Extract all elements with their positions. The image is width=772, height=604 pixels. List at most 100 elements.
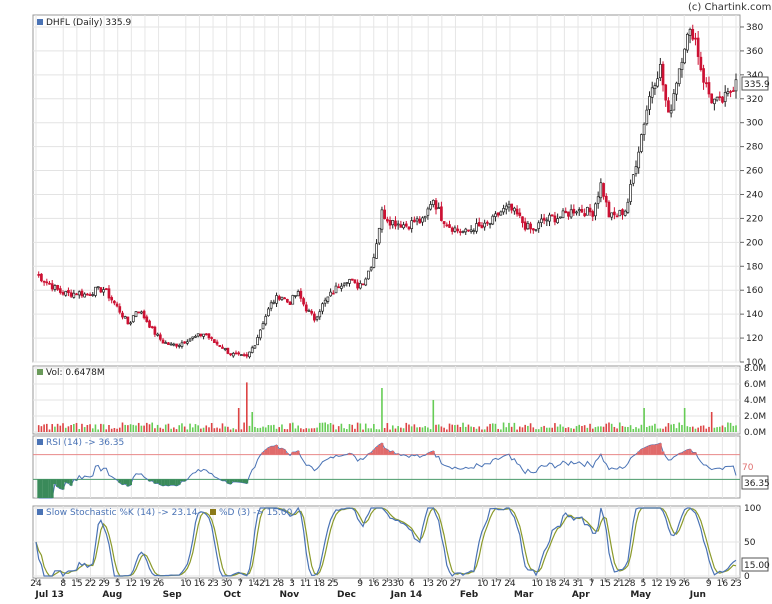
candle-body xyxy=(77,291,81,296)
candle-body xyxy=(531,228,535,231)
candle-body xyxy=(734,79,738,92)
candle-body xyxy=(731,90,735,92)
x-tick-label: 16 xyxy=(194,579,206,589)
candle-body xyxy=(61,292,65,295)
credit-text[interactable]: (c) Chartink.com xyxy=(688,2,771,13)
volume-bar xyxy=(289,423,291,432)
volume-bar xyxy=(489,423,491,432)
candle-body xyxy=(502,208,505,213)
candle-body xyxy=(631,174,635,184)
volume-bar xyxy=(275,428,278,432)
volume-bar xyxy=(608,422,610,432)
volume-bar xyxy=(132,424,135,432)
price-tick-label: 200 xyxy=(746,238,763,248)
volume-bar xyxy=(394,428,397,432)
volume-bar xyxy=(362,429,364,432)
volume-bar xyxy=(216,427,218,432)
candle-body xyxy=(180,342,184,347)
volume-bar xyxy=(521,427,524,432)
volume-bar xyxy=(459,427,462,432)
candle-body xyxy=(53,285,57,290)
vol-tick-label: 4.0M xyxy=(744,396,766,406)
volume-bar xyxy=(689,426,691,432)
volume-bar xyxy=(543,425,545,432)
vol-tick-label: 2.0M xyxy=(744,412,766,422)
candle-body xyxy=(467,229,470,232)
candle-body xyxy=(67,290,70,293)
candle-body xyxy=(199,333,203,337)
rsi-line xyxy=(38,442,737,499)
volume-bar xyxy=(637,428,640,432)
volume-bar xyxy=(121,422,124,432)
volume-bar xyxy=(662,428,664,432)
candle-body xyxy=(242,354,246,356)
volume-bar xyxy=(597,426,599,432)
candle-body xyxy=(277,296,281,300)
candle-body xyxy=(386,219,389,222)
candle-body xyxy=(267,308,270,317)
volume-bar xyxy=(505,427,508,432)
volume-bar xyxy=(359,423,362,432)
candle-body xyxy=(91,294,95,296)
volume-bar xyxy=(324,422,326,432)
volume-bar xyxy=(708,426,710,432)
candle-body xyxy=(188,338,192,342)
volume-bar xyxy=(643,408,645,432)
volume-bar xyxy=(602,426,605,432)
volume-bar xyxy=(316,427,318,432)
volume-bar xyxy=(702,425,705,432)
volume-bar xyxy=(673,423,675,432)
volume-bar xyxy=(78,428,81,432)
month-label: Oct xyxy=(223,590,241,600)
volume-bar xyxy=(67,426,70,432)
candle-body xyxy=(458,231,462,233)
candle-body xyxy=(110,297,114,301)
candle-body xyxy=(361,283,365,286)
stoch-d-label: %D (3) -> 15.00 xyxy=(219,508,293,518)
candle-body xyxy=(315,316,319,320)
volume-bar xyxy=(464,426,467,432)
volume-bar xyxy=(100,423,102,432)
candle-body xyxy=(48,282,51,285)
volume-bar xyxy=(200,428,202,432)
candle-body xyxy=(596,196,600,204)
x-tick-label: 21 xyxy=(613,579,624,589)
candle-body xyxy=(40,273,43,282)
candle-body xyxy=(118,306,122,313)
volume-bar xyxy=(218,428,221,432)
volume-bar xyxy=(675,428,678,432)
candle-body xyxy=(348,279,351,284)
volume-bar xyxy=(383,427,386,432)
volume-bar xyxy=(102,424,105,432)
candle-body xyxy=(715,96,719,101)
candle-body xyxy=(50,283,54,290)
volume-bar xyxy=(413,424,416,432)
volume-bar xyxy=(251,412,254,432)
x-tick-label: 15 xyxy=(71,579,82,589)
candle-body xyxy=(86,293,89,296)
month-label: Feb xyxy=(460,590,479,600)
candle-body xyxy=(521,216,524,224)
candle-body xyxy=(615,215,619,218)
candle-body xyxy=(621,209,624,215)
candle-body xyxy=(691,28,695,40)
candle-body xyxy=(191,336,195,339)
candle-body xyxy=(102,289,105,293)
volume-bar xyxy=(600,426,602,432)
volume-bar xyxy=(375,429,378,432)
candle-body xyxy=(258,329,262,339)
price-tick-label: 340 xyxy=(746,71,763,81)
volume-bar xyxy=(429,429,432,432)
stochastic-series xyxy=(35,506,737,578)
candle-body xyxy=(380,209,384,230)
volume-bar xyxy=(267,425,270,432)
volume-bar xyxy=(386,423,389,432)
volume-bar xyxy=(240,429,243,432)
volume-bar xyxy=(213,428,216,432)
candle-body xyxy=(404,223,408,227)
candle-body xyxy=(626,201,630,213)
volume-bar xyxy=(183,426,186,432)
candle-body xyxy=(307,310,311,312)
volume-bar xyxy=(681,424,683,432)
candle-body xyxy=(134,311,138,317)
